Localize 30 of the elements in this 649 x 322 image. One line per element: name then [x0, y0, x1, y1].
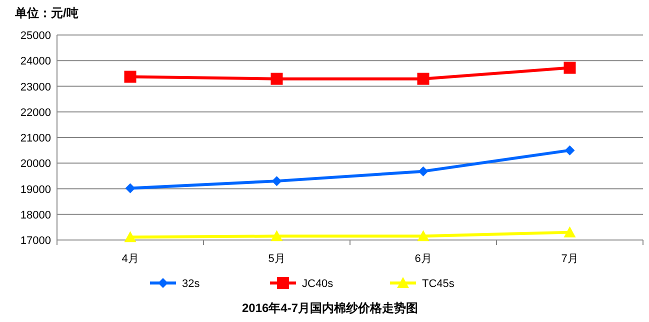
point — [417, 230, 430, 242]
y-tick-label: 17000 — [20, 235, 51, 247]
point — [418, 166, 428, 176]
y-tick-label: 18000 — [20, 209, 51, 222]
y-tick-label: 25000 — [20, 30, 51, 42]
text: 2016年4-7月国内棉纱价格走势图 — [242, 301, 418, 315]
x-tick-label: 7月 — [561, 253, 578, 265]
x-tick-label: 6月 — [414, 253, 432, 265]
point — [124, 231, 136, 242]
y-tick-label: 19000 — [20, 184, 51, 196]
y-tick-label: 24000 — [20, 56, 51, 68]
y-tick-label: 22000 — [20, 106, 51, 119]
legend-label: 32s — [182, 278, 200, 290]
y-axis-title: 单位：元/吨 — [14, 6, 78, 20]
point — [270, 230, 283, 242]
y-tick-label: 20000 — [20, 158, 51, 170]
point — [272, 176, 282, 186]
point — [125, 183, 136, 194]
legend-label: JC40s — [302, 278, 334, 290]
point — [564, 62, 576, 74]
x-tick-label: 4月 — [122, 253, 139, 265]
point — [417, 72, 430, 85]
x-tick-label: 5月 — [268, 253, 286, 265]
point — [124, 70, 136, 83]
point — [564, 226, 576, 238]
y-tick-label: 23000 — [20, 81, 51, 94]
point — [564, 145, 575, 156]
point — [270, 72, 283, 85]
y-tick-label: 21000 — [20, 132, 51, 144]
legend-label: TC45s — [422, 278, 455, 290]
